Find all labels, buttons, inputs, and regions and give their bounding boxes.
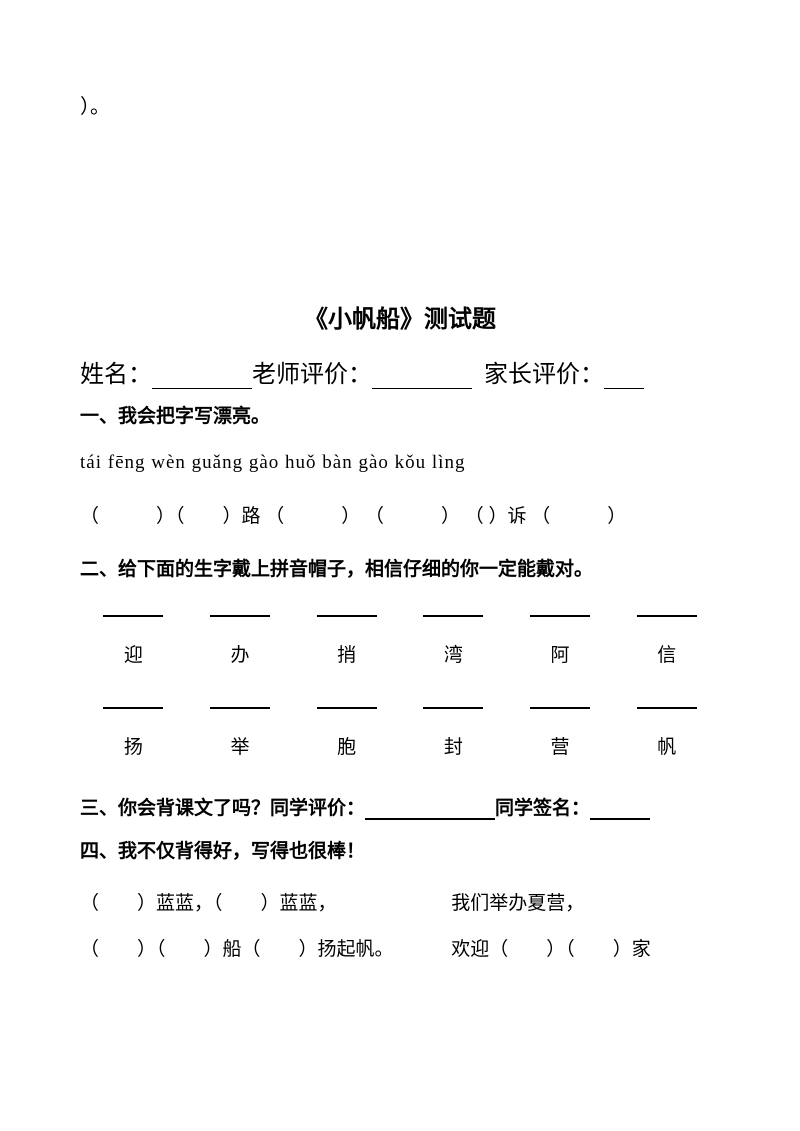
section2-header: 二、给下面的生字戴上拼音帽子，相信仔细的你一定能戴对。 [80,554,720,581]
name-blank[interactable] [152,365,252,389]
char-cell: 扬 [80,722,187,775]
char-row-1: 迎 办 捎 湾 阿 信 [80,630,720,683]
teacher-eval-blank[interactable] [372,365,472,389]
info-line: 姓名： 老师评价： 家长评价： [80,354,720,389]
char-cell: 帆 [613,722,720,775]
section3-line: 三、你会背课文了吗？同学评价： 同学签名： [80,793,720,820]
char-cell: 封 [400,722,507,775]
pinyin-blank[interactable] [210,691,270,709]
section4-header: 四、我不仅背得好，写得也很棒！ [80,836,720,863]
pinyin-blank[interactable] [103,599,163,617]
char-cell: 营 [507,722,614,775]
char-cell: 办 [187,630,294,683]
section1-blanks[interactable]: （ ）（ ）路 （ ） （ ） （ ）诉 （ ） [80,498,720,536]
peer-eval-blank[interactable] [365,796,495,820]
pinyin-blank[interactable] [530,599,590,617]
parent-eval-blank[interactable] [604,365,644,389]
section4-left-line1[interactable]: （ ）蓝蓝，（ ）蓝蓝， [80,881,413,927]
parent-eval-label: 家长评价： [484,354,604,389]
worksheet-title: 《小帆船》测试题 [80,299,720,334]
char-cell: 信 [613,630,720,683]
section4-right-line1: 我们举办夏营， [451,881,720,927]
top-fragment-text: ）。 [80,90,720,119]
pinyin-blank[interactable] [637,691,697,709]
pinyin-blank[interactable] [530,691,590,709]
pinyin-blank-row-1 [80,599,720,622]
pinyin-blank-row-2 [80,691,720,714]
char-cell: 举 [187,722,294,775]
peer-sign-blank[interactable] [590,796,650,820]
pinyin-blank[interactable] [210,599,270,617]
section4-right-line2[interactable]: 欢迎（ ）（ ）家 [451,927,720,973]
pinyin-blank[interactable] [423,599,483,617]
section1-pinyin: tái fēng wèn guǎng gào huǒ bàn gào kǒu l… [80,446,720,480]
pinyin-blank[interactable] [317,691,377,709]
pinyin-blank[interactable] [103,691,163,709]
section3-suffix: 同学签名： [495,793,590,820]
char-cell: 胞 [293,722,400,775]
char-cell: 捎 [293,630,400,683]
char-cell: 湾 [400,630,507,683]
pinyin-blank[interactable] [317,599,377,617]
char-row-2: 扬 举 胞 封 营 帆 [80,722,720,775]
pinyin-table: 迎 办 捎 湾 阿 信 扬 举 胞 封 营 帆 [80,599,720,775]
section3-prefix: 三、你会背课文了吗？同学评价： [80,793,365,820]
char-cell: 阿 [507,630,614,683]
pinyin-blank[interactable] [637,599,697,617]
pinyin-blank[interactable] [423,691,483,709]
name-label: 姓名： [80,354,152,389]
section4-content: （ ）蓝蓝，（ ）蓝蓝， 我们举办夏营， （ ）（ ）船（ ）扬起帆。 欢迎（ … [80,881,720,972]
section4-left-line2[interactable]: （ ）（ ）船（ ）扬起帆。 [80,927,413,973]
section1-header: 一、我会把字写漂亮。 [80,401,720,428]
teacher-eval-label: 老师评价： [252,354,372,389]
char-cell: 迎 [80,630,187,683]
